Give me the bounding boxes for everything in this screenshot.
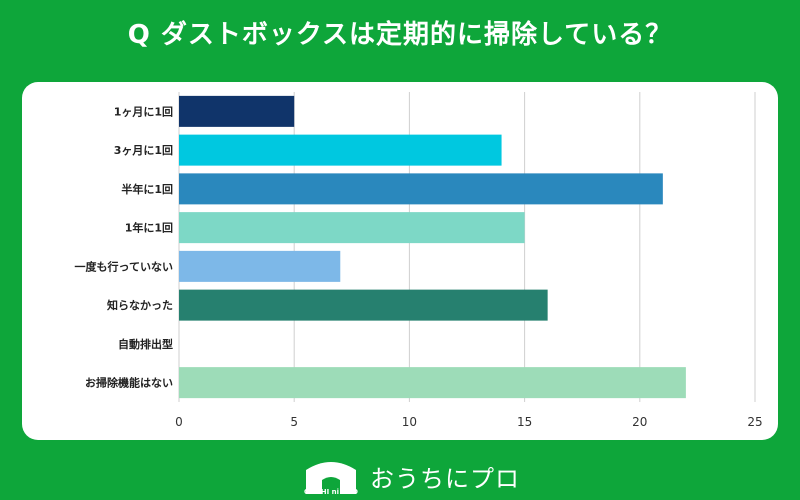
category-label: 3ヶ月に1回 bbox=[114, 143, 173, 157]
bar bbox=[179, 289, 548, 321]
category-label: お掃除機能はない bbox=[85, 376, 173, 390]
chart-title: Q ダストボックスは定期的に掃除している？ bbox=[127, 20, 673, 50]
x-tick-label: 10 bbox=[402, 415, 417, 429]
bar bbox=[179, 367, 686, 399]
category-label: 知らなかった bbox=[106, 298, 173, 312]
category-label: 1ヶ月に1回 bbox=[114, 104, 173, 118]
house-logo-icon bbox=[306, 462, 356, 494]
category-label: 自動排出型 bbox=[118, 337, 173, 351]
bar bbox=[179, 250, 341, 282]
bar bbox=[179, 95, 295, 127]
category-label: 半年に1回 bbox=[121, 182, 173, 196]
x-tick-label: 20 bbox=[632, 415, 647, 429]
x-tick-label: 0 bbox=[175, 415, 183, 429]
category-label: 一度も行っていない bbox=[75, 259, 173, 273]
footer: OUCHI ni PRO おうちにプロ bbox=[0, 450, 800, 500]
x-tick-label: 5 bbox=[290, 415, 298, 429]
brand-name: おうちにプロ bbox=[370, 465, 520, 493]
x-tick-label: 15 bbox=[517, 415, 532, 429]
category-label: 1年に1回 bbox=[125, 221, 173, 235]
x-tick-label: 25 bbox=[747, 415, 762, 429]
logo-mini-text: OUCHI ni PRO bbox=[304, 488, 358, 496]
bar bbox=[179, 134, 502, 166]
bar bbox=[179, 212, 525, 244]
chart-card: 0 5 10 15 20 25 1ヶ月に1回 3ヶ月に1回半年に1回 1年に1回一度も行っていな… bbox=[22, 82, 778, 440]
bar bbox=[179, 173, 663, 205]
